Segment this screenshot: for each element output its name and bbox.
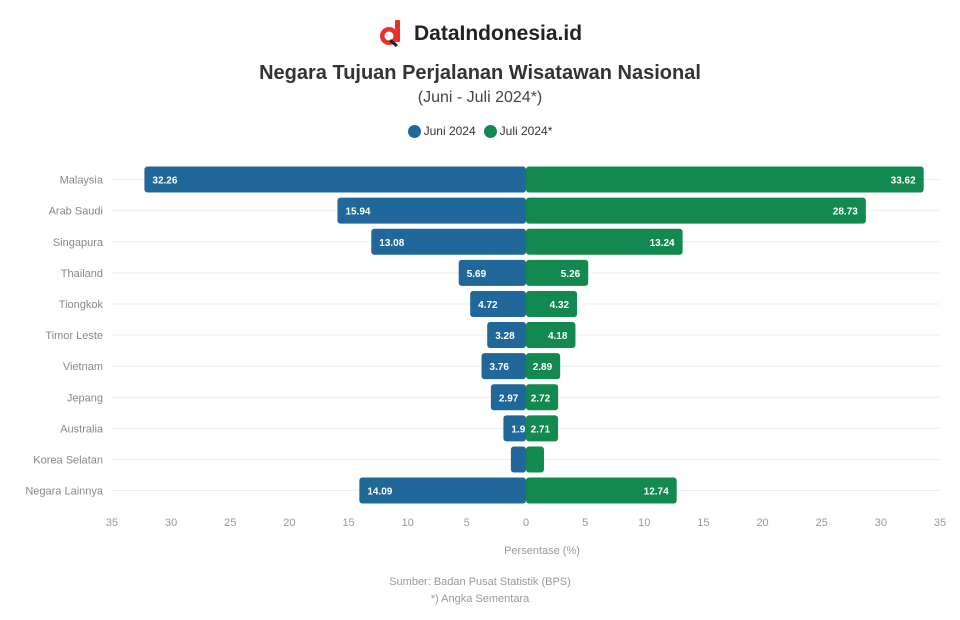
category-label: Timor Leste [45, 330, 103, 342]
category-label: Australia [60, 423, 104, 435]
bar-juni [371, 228, 526, 255]
data-label-juli: 4.32 [550, 300, 570, 311]
chart-source: Sumber: Badan Pusat Statistik (BPS) *) A… [0, 574, 960, 608]
x-tick-label: 5 [582, 517, 588, 529]
x-tick-label: 25 [816, 517, 828, 529]
bar-juli [526, 290, 578, 317]
data-label-juni: 3.76 [490, 362, 510, 373]
bar-juli [526, 259, 589, 286]
data-label-juli: 2.72 [531, 393, 551, 404]
brand-header: DataIndonesia.id [0, 20, 960, 48]
legend-item-juli[interactable]: Juli 2024* [483, 124, 553, 138]
bar-juli [526, 166, 924, 193]
legend-dot-juli [483, 124, 497, 138]
data-label-juni: 5.69 [467, 269, 487, 280]
category-label: Singapura [53, 237, 104, 249]
bar-juli [526, 228, 683, 255]
x-tick-label: 35 [106, 517, 118, 529]
source-note: *) Angka Sementara [430, 593, 530, 605]
x-tick-label: 30 [165, 517, 177, 529]
legend-label-juli: Juli 2024* [499, 124, 553, 138]
x-tick-label: 20 [283, 517, 295, 529]
category-label: Thailand [61, 268, 103, 280]
chart-subtitle: (Juni - Juli 2024*) [417, 89, 543, 106]
x-tick-label: 35 [934, 517, 946, 529]
data-label-juli: 4.18 [548, 331, 568, 342]
chart-legend: Juni 2024 Juli 2024* [0, 124, 960, 138]
data-label-juni: 32.26 [152, 176, 177, 187]
x-tick-label: 15 [697, 517, 709, 529]
x-tick-label: 25 [224, 517, 236, 529]
x-tick-label: 5 [464, 517, 470, 529]
x-tick-label: 15 [342, 517, 354, 529]
x-tick-label: 20 [756, 517, 768, 529]
category-label: Arab Saudi [49, 206, 103, 218]
data-label-juli: 5.26 [561, 269, 581, 280]
data-label-juni: 3.28 [495, 331, 515, 342]
bar-juli [526, 384, 559, 411]
category-label: Vietnam [63, 361, 103, 373]
bar-juni [458, 259, 526, 286]
data-label-juli: 2.89 [533, 362, 553, 373]
data-label-juli: 2.71 [531, 424, 551, 435]
data-label-juli: 13.24 [650, 238, 675, 249]
bar-juli [526, 353, 561, 380]
x-tick-label: 10 [402, 517, 414, 529]
bar-juli [526, 322, 576, 349]
data-label-juli: 33.62 [891, 176, 916, 187]
category-label: Negara Lainnya [25, 486, 104, 498]
legend-item-juni[interactable]: Juni 2024 [407, 124, 476, 138]
bar-juni [359, 477, 526, 504]
category-label: Malaysia [60, 175, 104, 187]
data-label-juni: 14.09 [367, 487, 392, 498]
data-label-juni: 15.94 [345, 207, 370, 218]
legend-dot-juni [407, 124, 421, 138]
x-tick-label: 10 [638, 517, 650, 529]
x-tick-label: 30 [875, 517, 887, 529]
data-label-juni: 2.97 [499, 393, 519, 404]
legend-label-juni: Juni 2024 [423, 124, 476, 138]
bar-juni [470, 290, 526, 317]
chart-title: Negara Tujuan Perjalanan Wisatawan Nasio… [259, 62, 701, 84]
data-label-juli: 12.74 [644, 487, 669, 498]
source-line: Sumber: Badan Pusat Statistik (BPS) [389, 576, 571, 588]
bar-juni [144, 166, 526, 193]
bar-juli [526, 415, 559, 442]
bar-juli [526, 446, 544, 473]
category-label: Tiongkok [59, 299, 104, 311]
data-label-juni: 1.91 [511, 424, 531, 435]
di-logo-icon [379, 20, 400, 48]
bar-juni [490, 384, 526, 411]
bar-juli [526, 477, 677, 504]
data-label-juni: 13.08 [379, 238, 404, 249]
x-tick-label: 0 [523, 517, 529, 529]
bar-juni [503, 415, 526, 442]
category-label: Jepang [67, 392, 103, 404]
brand-name: DataIndonesia.id [413, 22, 583, 45]
data-label-juni: 4.72 [478, 300, 498, 311]
bar-juni [510, 446, 526, 473]
bar-juli [526, 197, 866, 224]
category-label: Korea Selatan [33, 454, 103, 466]
x-axis-label: Persentase (%) [504, 545, 580, 557]
bar-juni [487, 322, 526, 349]
bar-juni [481, 353, 526, 380]
data-label-juli: 28.73 [833, 207, 858, 218]
bar-juni [337, 197, 526, 224]
